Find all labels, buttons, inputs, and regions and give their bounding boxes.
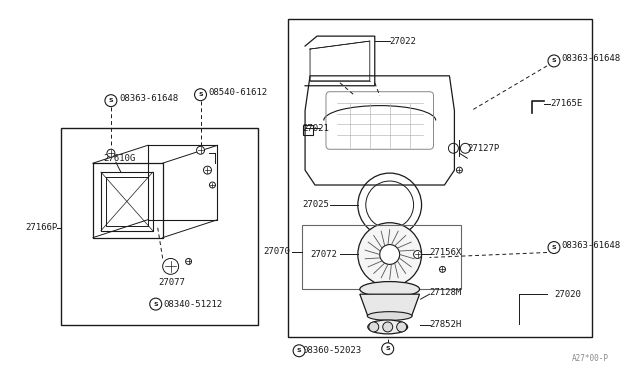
Text: 27165E: 27165E [550, 99, 582, 108]
Ellipse shape [368, 320, 408, 334]
Circle shape [413, 250, 422, 259]
Polygon shape [360, 294, 420, 316]
Circle shape [195, 89, 207, 101]
Circle shape [150, 298, 162, 310]
Text: 27166P: 27166P [26, 223, 58, 232]
Text: 27127P: 27127P [467, 144, 500, 153]
Text: 27022: 27022 [390, 36, 417, 46]
Text: 27610G: 27610G [103, 154, 135, 163]
Text: 27156X: 27156X [429, 248, 462, 257]
Text: S: S [154, 302, 158, 307]
Bar [302, 225, 461, 289]
Circle shape [380, 244, 399, 264]
Circle shape [209, 182, 216, 188]
Text: 27070: 27070 [263, 247, 290, 256]
Text: 27021: 27021 [302, 124, 329, 133]
Text: S: S [297, 348, 301, 353]
Ellipse shape [360, 282, 420, 297]
Text: S: S [552, 245, 556, 250]
Text: 27128M: 27128M [429, 288, 462, 297]
Circle shape [358, 223, 422, 286]
Circle shape [163, 259, 179, 274]
Text: 08540-61612: 08540-61612 [209, 88, 268, 97]
Text: 27077: 27077 [159, 278, 186, 287]
Polygon shape [384, 235, 396, 244]
Circle shape [440, 266, 445, 272]
Circle shape [204, 166, 211, 174]
Text: 27072: 27072 [310, 250, 337, 259]
Text: 08363-61648: 08363-61648 [120, 94, 179, 103]
Circle shape [105, 95, 117, 107]
Bar [61, 128, 259, 325]
Text: S: S [552, 58, 556, 64]
Text: S: S [198, 92, 203, 97]
Circle shape [186, 259, 191, 264]
Text: S: S [109, 98, 113, 103]
Ellipse shape [367, 312, 412, 320]
Circle shape [456, 167, 462, 173]
Text: 27025: 27025 [302, 201, 329, 209]
Text: S: S [385, 346, 390, 351]
Circle shape [397, 322, 406, 332]
Text: 08340-51212: 08340-51212 [164, 299, 223, 309]
Circle shape [196, 146, 205, 154]
Text: 27020: 27020 [554, 290, 581, 299]
Circle shape [548, 55, 560, 67]
Text: 08363-61648: 08363-61648 [561, 241, 620, 250]
Circle shape [381, 343, 394, 355]
Text: 08360-52023: 08360-52023 [302, 346, 361, 355]
Text: A27*00-P: A27*00-P [572, 354, 609, 363]
Circle shape [107, 149, 115, 157]
Circle shape [369, 322, 379, 332]
Text: 08363-61648: 08363-61648 [561, 54, 620, 64]
Text: 27852H: 27852H [429, 320, 462, 330]
Circle shape [383, 322, 393, 332]
Circle shape [548, 241, 560, 253]
Bar [288, 19, 592, 337]
Circle shape [293, 345, 305, 357]
